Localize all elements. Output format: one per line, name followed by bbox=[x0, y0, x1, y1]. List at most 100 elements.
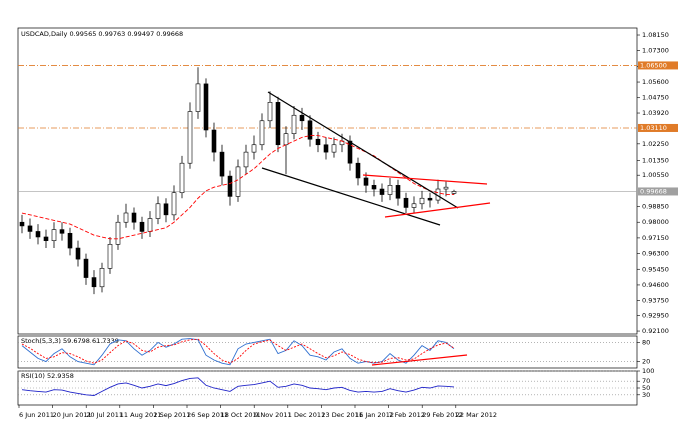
moving-average bbox=[21, 135, 454, 240]
candle-body bbox=[83, 258, 89, 278]
candle-body bbox=[99, 268, 105, 288]
date-label: 6 Jun 2011 bbox=[19, 411, 54, 419]
candle-body bbox=[43, 236, 49, 241]
candle-body bbox=[163, 203, 169, 216]
candle-body bbox=[139, 221, 145, 232]
chart-header: USDCAD,Daily 0.99565 0.99763 0.99497 0.9… bbox=[21, 30, 183, 38]
y-tick-label: 1.03920 bbox=[642, 109, 669, 117]
candle-body bbox=[59, 229, 65, 234]
trendline bbox=[384, 202, 491, 218]
y-tick-label: 30 bbox=[642, 391, 650, 399]
panel-frame bbox=[17, 335, 638, 369]
candle-body bbox=[347, 140, 353, 164]
candle-body bbox=[123, 212, 129, 223]
candle-body bbox=[75, 247, 81, 260]
candle-body bbox=[299, 114, 305, 122]
candle-body bbox=[251, 144, 257, 153]
level-label: 1.03110 bbox=[640, 124, 667, 132]
y-tick-label: 80 bbox=[642, 338, 650, 346]
y-tick-label: 1.02250 bbox=[642, 140, 669, 148]
y-tick-label: 0.96300 bbox=[642, 250, 669, 258]
candle-body bbox=[227, 175, 233, 197]
candle-body bbox=[35, 231, 41, 238]
candle-body bbox=[67, 232, 73, 249]
level-label-box bbox=[638, 123, 678, 132]
date-label: 2 Sep 2011 bbox=[153, 411, 190, 419]
y-tick-label: 50 bbox=[642, 384, 650, 392]
candle-body bbox=[147, 218, 153, 232]
candle-body bbox=[451, 191, 457, 194]
candle-body bbox=[307, 120, 313, 140]
y-tick-label: 1.01350 bbox=[642, 156, 669, 164]
y-tick-label: 0.97150 bbox=[642, 234, 669, 242]
trendline bbox=[261, 167, 441, 226]
candle-body bbox=[195, 83, 201, 112]
y-tick-label: 1.05600 bbox=[642, 78, 669, 86]
trendlines bbox=[261, 91, 491, 366]
candle-body bbox=[411, 203, 417, 208]
trendline bbox=[362, 174, 488, 185]
candle-body bbox=[131, 212, 137, 223]
candle-body bbox=[331, 144, 337, 153]
candle-body bbox=[443, 186, 449, 190]
panel-title: RSI(10) 52.9358 bbox=[21, 372, 74, 380]
candle-body bbox=[275, 102, 281, 146]
y-tick-label: 0.95450 bbox=[642, 265, 669, 273]
candle-body bbox=[395, 185, 401, 199]
y-tick-label: 0.93750 bbox=[642, 297, 669, 305]
candle-body bbox=[243, 151, 249, 168]
candle-body bbox=[371, 185, 377, 190]
y-tick-label: 0.98000 bbox=[642, 218, 669, 226]
y-tick-label: 0.92950 bbox=[642, 311, 669, 319]
y-tick-label: 70 bbox=[642, 377, 650, 385]
candle-body bbox=[291, 114, 297, 134]
date-label: 22 Mar 2012 bbox=[456, 411, 497, 419]
candle-body bbox=[115, 221, 121, 245]
candle-body bbox=[27, 225, 33, 232]
indicator-line bbox=[21, 338, 455, 364]
indicator-line bbox=[21, 338, 455, 366]
date-label: 20 Jul 2011 bbox=[86, 411, 123, 419]
candle-body bbox=[323, 144, 329, 153]
candle-body bbox=[403, 197, 409, 208]
level-label: 1.06500 bbox=[640, 61, 667, 69]
panel-frame bbox=[17, 27, 638, 335]
candle-body bbox=[219, 151, 225, 177]
candle-body bbox=[267, 102, 273, 122]
candle-body bbox=[363, 177, 369, 186]
y-tick-label: 1.07300 bbox=[642, 47, 669, 55]
y-tick-label: 1.00550 bbox=[642, 171, 669, 179]
date-label: 11 Aug 2011 bbox=[120, 411, 162, 419]
date-label: 29 Feb 2012 bbox=[422, 411, 462, 419]
current-price-label: 0.99668 bbox=[640, 187, 667, 195]
candle-body bbox=[203, 83, 209, 131]
candle-body bbox=[379, 188, 385, 195]
current-price-box bbox=[638, 187, 678, 196]
candle-body bbox=[315, 138, 321, 146]
y-tick-label: 100 bbox=[642, 367, 654, 375]
candle-body bbox=[419, 197, 425, 205]
candle-body bbox=[283, 133, 289, 146]
y-tick-label: 20 bbox=[642, 358, 650, 366]
indicator-line bbox=[21, 377, 455, 396]
candle-body bbox=[187, 111, 193, 164]
candle-body bbox=[387, 185, 393, 195]
candle-body bbox=[155, 203, 161, 219]
date-label: 9 Nov 2011 bbox=[254, 411, 292, 419]
candle-body bbox=[51, 229, 57, 241]
date-label: 1 Dec 2011 bbox=[288, 411, 325, 419]
candle-body bbox=[171, 192, 177, 216]
y-tick-label: 0.98850 bbox=[642, 203, 669, 211]
candle-body bbox=[259, 120, 265, 146]
date-label: 20 Jun 2011 bbox=[53, 411, 92, 419]
y-tick-label: 0.94600 bbox=[642, 281, 669, 289]
date-label: 16 Jan 2012 bbox=[355, 411, 394, 419]
panel-title: Stoch(5,3,3) 59.6798 61.7339 bbox=[21, 337, 119, 345]
level-label-box bbox=[638, 61, 678, 70]
y-tick-label: 1.04750 bbox=[642, 94, 669, 102]
candle-body bbox=[235, 166, 241, 197]
date-label: 18 Oct 2011 bbox=[221, 411, 261, 419]
candle-body bbox=[107, 244, 113, 269]
